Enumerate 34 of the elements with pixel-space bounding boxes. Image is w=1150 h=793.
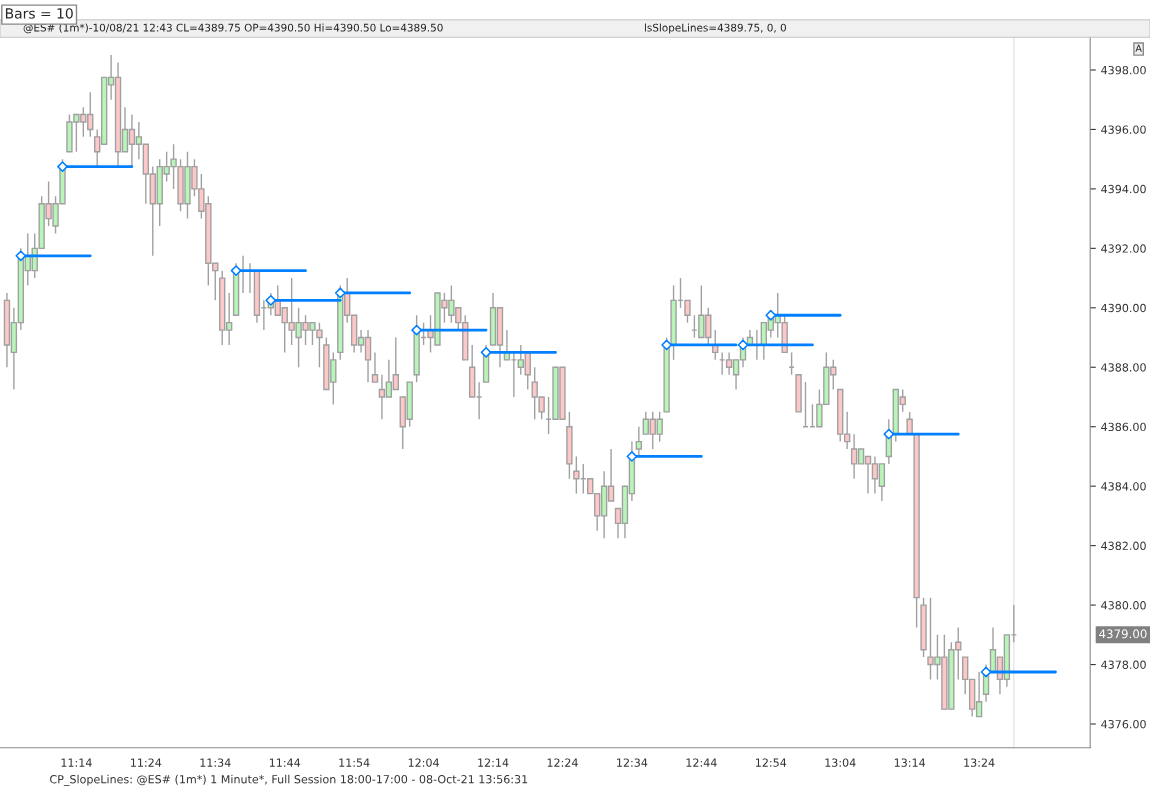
x-tick-label: 11:34: [200, 758, 231, 767]
text: CP_SlopeLines: @ES# (1m*) 1 Minute*, Full Session 18:00-17:00 - 08-Oct-21 13:56:31: [50, 774, 528, 786]
x-tick-label: 13:04: [825, 758, 856, 767]
y-tick-label: 4392.00: [1101, 244, 1146, 253]
y-tick-label: 4382.00: [1101, 541, 1146, 551]
x-tick-label: 12:24: [547, 758, 578, 767]
text: A: [1135, 44, 1142, 52]
x-tick-label: 11:14: [61, 758, 92, 767]
x-tick-label: 12:44: [686, 758, 717, 767]
x-tick-label: 12:54: [755, 758, 787, 767]
y-tick-label: 4394.00: [1101, 184, 1146, 194]
x-tick-label: 13:24: [964, 758, 995, 767]
y-tick-label: 4390.00: [1101, 303, 1146, 313]
x-tick-label: 11:24: [131, 758, 162, 767]
chart-subtitle: lsSlopeLines=4389.75, 0, 0: [644, 23, 786, 34]
x-tick-label: 11:44: [269, 758, 301, 767]
text: 4379.00: [1099, 629, 1147, 639]
y-tick-label: 4398.00: [1101, 65, 1146, 75]
candlestick: [371, 351, 379, 383]
y-tick-label: 4386.00: [1101, 422, 1146, 432]
y-tick-label: 4384.00: [1101, 482, 1146, 491]
y-tick-label: 4378.00: [1101, 660, 1146, 669]
x-tick-label: 13:14: [894, 758, 926, 767]
y-tick-label: 4380.00: [1101, 601, 1146, 610]
y-tick-label: 4388.00: [1101, 363, 1146, 372]
y-tick-label: 4376.00: [1101, 719, 1146, 729]
chart-title: @ES# (1m*)-10/08/21 12:43 CL=4389.75 OP=4390.50 Hi=4390.50 Lo=4389.50: [23, 23, 443, 34]
x-tick-label: 12:14: [478, 758, 509, 767]
y-tick-label: 4396.00: [1101, 125, 1146, 134]
x-tick-label: 11:54: [339, 758, 370, 767]
x-tick-label: 12:04: [408, 758, 439, 767]
x-tick-label: 12:34: [617, 758, 648, 767]
candlestick: [635, 426, 643, 458]
text: Bars = 10: [5, 8, 73, 19]
